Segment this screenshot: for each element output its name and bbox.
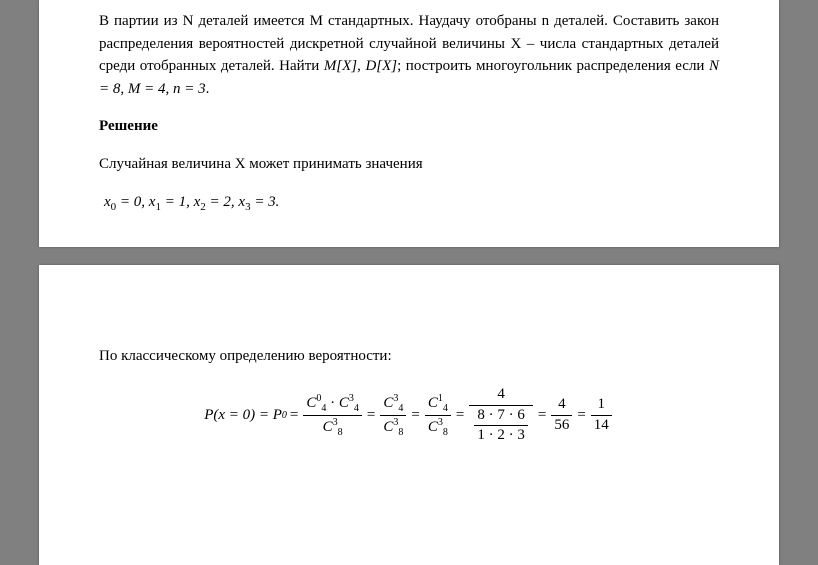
probability-formula: P(x = 0) = P0 = C04 · C34 C38 = C34 C38 <box>99 385 719 446</box>
values-intro: Случайная величина X может принимать зна… <box>99 153 719 176</box>
x0-label: x <box>104 194 111 210</box>
t5-den: 56 <box>551 416 572 436</box>
t4-den-bot: 1 · 2 · 3 <box>474 426 528 446</box>
t1n-a: C <box>306 395 316 411</box>
t1n-dot: · <box>326 395 339 411</box>
m-value: M = 4 <box>128 81 166 97</box>
eq6: = <box>574 407 588 424</box>
x2-val: = 2, <box>206 194 239 210</box>
t3n: C <box>428 395 438 411</box>
comma3: , <box>166 81 174 97</box>
problem-statement: В партии из N деталей имеется M стандарт… <box>99 10 719 100</box>
fraction-6: 1 14 <box>591 395 612 435</box>
t2n: C <box>383 395 393 411</box>
t2d: C <box>383 419 393 435</box>
period: . <box>206 81 210 97</box>
t6-den: 14 <box>591 416 612 436</box>
fraction-2: C34 C38 <box>380 392 406 439</box>
eq3: = <box>408 407 422 424</box>
t2d-sub: 8 <box>398 427 403 438</box>
x1-val: = 1, <box>161 194 194 210</box>
eq1: = <box>287 407 301 424</box>
t4-den-top: 8 · 7 · 6 <box>474 406 528 427</box>
comma2: , <box>120 81 128 97</box>
t3d-sub: 8 <box>443 427 448 438</box>
problem-tail: ; построить многоугольник распределения … <box>397 58 704 74</box>
eq2: = <box>364 407 378 424</box>
t2n-sub: 4 <box>398 403 403 414</box>
classical-definition-label: По классическому определению вероятности… <box>99 345 719 368</box>
t4-num: 4 <box>469 385 533 406</box>
t1n-b: C <box>339 395 349 411</box>
fraction-4-inner: 8 · 7 · 6 1 · 2 · 3 <box>474 406 528 446</box>
t6-num: 1 <box>591 395 612 416</box>
eq4: = <box>453 407 467 424</box>
lhs-p: P(x = 0) = P <box>204 407 282 424</box>
t5-num: 4 <box>551 395 572 416</box>
eq5: = <box>535 407 549 424</box>
fraction-5: 4 56 <box>551 395 572 435</box>
t1d-sub: 8 <box>338 427 343 438</box>
fraction-4: 4 8 · 7 · 6 1 · 2 · 3 <box>469 385 533 446</box>
x3-val: = 3. <box>251 194 280 210</box>
dx-notation: D[X] <box>365 58 397 74</box>
x-values-list: x0 = 0, x1 = 1, x2 = 2, x3 = 3. <box>104 194 719 213</box>
document-page-upper: В партии из N деталей имеется M стандарт… <box>39 0 779 247</box>
document-page-lower: По классическому определению вероятности… <box>39 265 779 565</box>
t3n-sub: 4 <box>443 403 448 414</box>
solution-heading: Решение <box>99 118 719 135</box>
fraction-1: C04 · C34 C38 <box>303 392 362 439</box>
nn-value: n = 3 <box>173 81 206 97</box>
t1d: C <box>323 419 333 435</box>
t3d: C <box>428 419 438 435</box>
x0-val: = 0, <box>116 194 149 210</box>
mx-notation: M[X] <box>324 58 357 74</box>
fraction-3: C14 C38 <box>425 392 451 439</box>
t1n-b-sub: 4 <box>354 403 359 414</box>
